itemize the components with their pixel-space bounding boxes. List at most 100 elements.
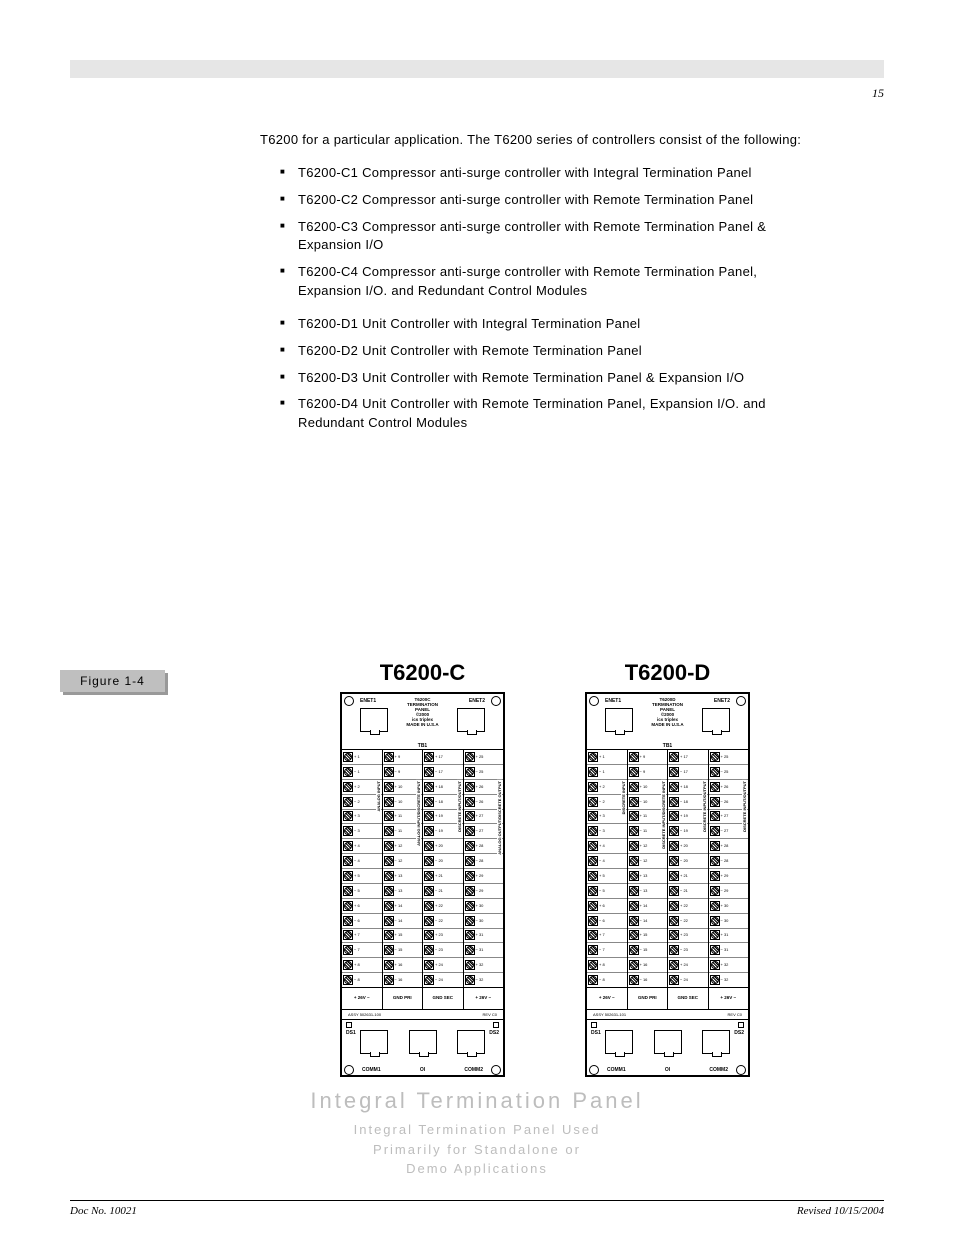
terminal-row: + 28 (709, 839, 749, 854)
terminal-label: + 3 (599, 814, 605, 818)
terminal-row: + 24 (668, 958, 708, 973)
terminal-row: + 1 (587, 750, 627, 765)
terminal-label: − 1 (599, 770, 605, 774)
terminal-row: + 25 (464, 750, 504, 765)
terminal-label: + 31 (721, 933, 729, 937)
terminal-row: − 16 (628, 973, 668, 987)
terminal-label: − 6 (599, 919, 605, 923)
terminal-screw-icon (465, 975, 475, 985)
terminal-screw-icon (629, 886, 639, 896)
column-vtext: DISCRETE INPUT (621, 780, 626, 815)
terminal-label: + 19 (680, 814, 688, 818)
terminal-screw-icon (588, 841, 598, 851)
terminal-label: + 26 (721, 785, 729, 789)
terminal-label: + 27 (721, 814, 729, 818)
terminal-screw-icon (343, 797, 353, 807)
terminal-label: − 11 (395, 829, 403, 833)
terminal-screw-icon (384, 960, 394, 970)
terminal-screw-icon (710, 826, 720, 836)
terminal-label: + 15 (395, 933, 403, 937)
terminal-label: − 20 (435, 859, 443, 863)
terminal-label: − 18 (435, 800, 443, 804)
terminal-row: − 20 (668, 854, 708, 869)
terminal-screw-icon (629, 767, 639, 777)
terminal-row: + 8 (342, 958, 382, 973)
terminal-label: − 4 (599, 859, 605, 863)
terminal-row: − 31 (709, 943, 749, 958)
terminal-row: − 3 (342, 824, 382, 839)
terminal-column: + 17− 17+ 18− 18+ 19− 19+ 20− 20+ 21− 21… (668, 750, 709, 987)
terminal-label: + 6 (354, 904, 360, 908)
terminal-row: − 21 (668, 884, 708, 899)
power-cell: GND SEC (668, 988, 709, 1009)
terminal-row: + 14 (628, 899, 668, 914)
terminal-row: − 6 (587, 914, 627, 929)
terminal-screw-icon (710, 916, 720, 926)
terminal-row: − 25 (464, 765, 504, 780)
terminal-row: − 20 (423, 854, 463, 869)
panel-holder: T6200-CENET1ENET2T6200CTERMINATIONPANEL©… (340, 660, 505, 1077)
terminal-screw-icon (669, 782, 679, 792)
terminal-row: + 16 (628, 958, 668, 973)
terminal-label: + 31 (476, 933, 484, 937)
terminal-screw-icon (343, 767, 353, 777)
terminal-row: + 4 (342, 839, 382, 854)
terminal-label: − 17 (435, 770, 443, 774)
terminal-row: − 3 (587, 824, 627, 839)
assy-label: ASSY 502631-101 (593, 1012, 626, 1017)
terminal-label: − 13 (395, 889, 403, 893)
terminal-screw-icon (629, 945, 639, 955)
terminal-label: − 2 (354, 800, 360, 804)
terminal-row: + 17 (668, 750, 708, 765)
terminal-row: − 17 (668, 765, 708, 780)
terminal-screw-icon (424, 782, 434, 792)
list-item: T6200-C3 Compressor anti-surge controlle… (280, 218, 820, 256)
terminal-label: − 31 (721, 948, 729, 952)
assy-row: ASSY 502631-100REV C0 (342, 1010, 503, 1020)
terminal-row: − 32 (709, 973, 749, 987)
column-vtext: ANALOG OUTPUT/DISCRETE OUTPUT (497, 780, 502, 856)
terminal-screw-icon (384, 797, 394, 807)
terminal-row: − 5 (342, 884, 382, 899)
terminal-label: + 17 (435, 755, 443, 759)
terminal-row: + 16 (383, 958, 423, 973)
terminal-screw-icon (465, 960, 475, 970)
column-vtext: DISCRETE INPUT/OUTPUT (457, 780, 462, 833)
terminal-row: − 9 (383, 765, 423, 780)
terminal-row: − 22 (423, 914, 463, 929)
terminal-label: + 5 (354, 874, 360, 878)
terminal-screw-icon (588, 886, 598, 896)
list-item: T6200-D2 Unit Controller with Remote Ter… (280, 342, 820, 361)
terminal-row: − 23 (423, 943, 463, 958)
terminal-screw-icon (424, 960, 434, 970)
terminal-block: + 1− 1+ 2− 2+ 3− 3+ 4− 4+ 5− 5+ 6− 6+ 7−… (342, 750, 503, 988)
terminal-row: + 20 (668, 839, 708, 854)
terminal-screw-icon (465, 901, 475, 911)
terminal-column: + 9− 9+ 10− 10+ 11− 11+ 12− 12+ 13− 13+ … (383, 750, 424, 987)
terminal-row: + 25 (709, 750, 749, 765)
terminal-screw-icon (465, 945, 475, 955)
terminal-row: + 21 (668, 869, 708, 884)
terminal-screw-icon (669, 916, 679, 926)
terminal-label: + 7 (599, 933, 605, 937)
terminal-screw-icon (588, 856, 598, 866)
figure-label: Figure 1-4 (60, 670, 165, 692)
terminal-row: + 29 (464, 869, 504, 884)
terminal-label: + 3 (354, 814, 360, 818)
terminal-label: + 30 (476, 904, 484, 908)
terminal-screw-icon (384, 901, 394, 911)
body-text: T6200 for a particular application. The … (260, 131, 820, 433)
terminal-screw-icon (669, 871, 679, 881)
terminal-screw-icon (629, 960, 639, 970)
rj45-port (702, 1030, 730, 1054)
power-cell: + 26V − (464, 988, 504, 1009)
terminal-screw-icon (384, 841, 394, 851)
terminal-row: + 21 (423, 869, 463, 884)
panel-holder: T6200-DENET1ENET2T6200DTERMINATIONPANEL©… (585, 660, 750, 1077)
terminal-label: + 4 (599, 844, 605, 848)
terminal-label: + 4 (354, 844, 360, 848)
terminal-label: + 7 (354, 933, 360, 937)
terminal-screw-icon (465, 797, 475, 807)
terminal-screw-icon (588, 871, 598, 881)
page-footer: Doc No. 10021 Revised 10/15/2004 (70, 1200, 884, 1217)
